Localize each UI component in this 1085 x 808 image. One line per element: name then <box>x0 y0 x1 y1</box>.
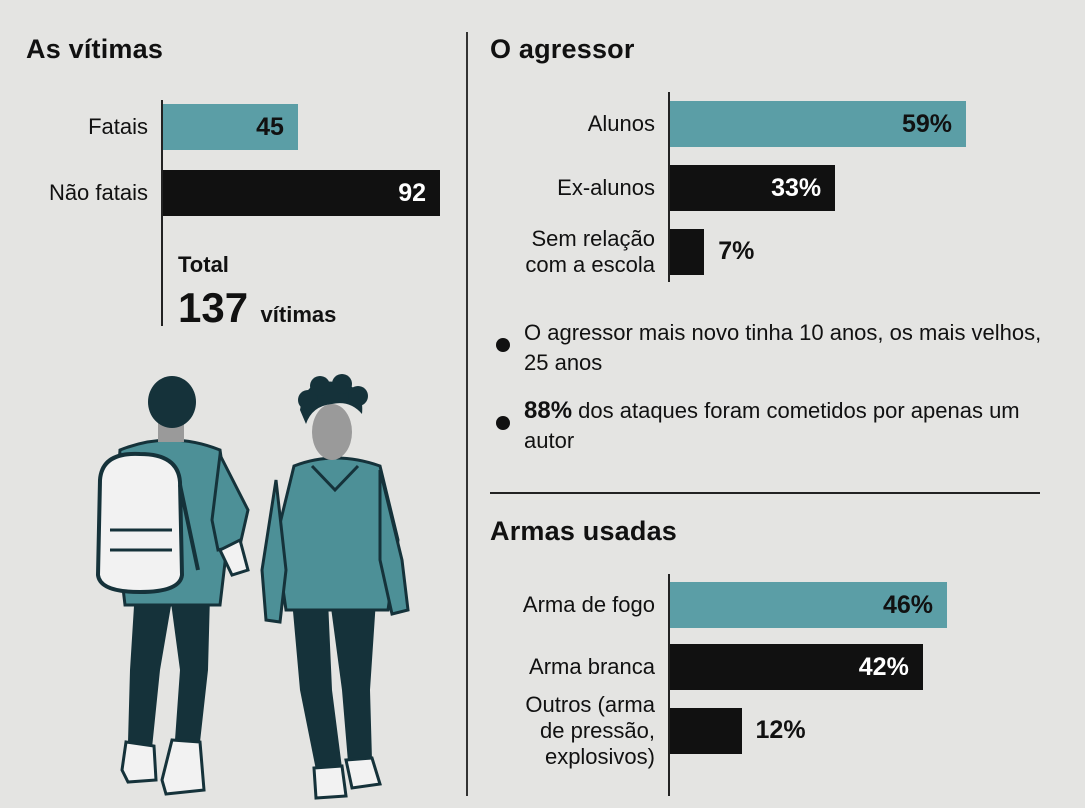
bar: 59% <box>669 101 966 147</box>
note-1: O agressor mais novo tinha 10 anos, os m… <box>524 318 1054 378</box>
weapons-title: Armas usadas <box>490 516 677 546</box>
value-label: 45 <box>256 113 284 141</box>
bar: 92 <box>162 170 440 216</box>
weapons-axis <box>668 574 670 796</box>
value-label: 42% <box>858 653 909 681</box>
section-divider <box>490 492 1040 494</box>
total-unit: vítimas <box>260 302 337 327</box>
note-2-bold: 88% <box>524 397 573 424</box>
aggressor-title: O agressor <box>490 34 635 64</box>
total-label: Total <box>178 252 229 277</box>
value-label: 33% <box>771 174 822 202</box>
student-with-hoodie <box>260 374 410 800</box>
bar <box>669 708 742 754</box>
bar: 45 <box>162 104 298 150</box>
bar <box>669 229 705 275</box>
note-2: 88% dos ataques foram cometidos por apen… <box>524 396 1054 456</box>
two-students-illustration-icon <box>95 374 410 800</box>
total-value: 137 vítimas <box>178 284 336 332</box>
category-label: Outros (arma de pressão, explosivos) <box>525 692 655 769</box>
total-number: 137 <box>178 284 249 331</box>
category-label: Alunos <box>587 111 655 136</box>
column-divider <box>466 32 468 796</box>
victims-title: As vítimas <box>26 34 164 64</box>
note-1-text: O agressor mais novo tinha 10 anos, os m… <box>524 320 1042 375</box>
student-with-backpack <box>95 376 250 796</box>
victims-axis <box>161 100 163 326</box>
bar: 33% <box>669 165 836 211</box>
category-label: Arma de fogo <box>522 592 655 617</box>
bar: 46% <box>669 582 947 628</box>
value-label: 59% <box>901 110 952 138</box>
bullet-icon <box>496 416 510 430</box>
category-label: Não fatais <box>48 180 148 205</box>
value-label: 7% <box>718 237 755 265</box>
bar: 42% <box>669 644 923 690</box>
category-label: Ex-alunos <box>557 175 655 200</box>
aggressor-axis <box>668 92 670 282</box>
note-2-text: dos ataques foram cometidos por apenas u… <box>524 398 1020 453</box>
value-label: 92 <box>398 179 426 207</box>
category-label: Fatais <box>88 114 148 139</box>
value-label: 46% <box>882 591 933 619</box>
bullet-icon <box>496 338 510 352</box>
value-label: 12% <box>755 716 806 744</box>
category-label: Sem relação com a escola <box>525 226 655 277</box>
category-label: Arma branca <box>529 654 655 679</box>
